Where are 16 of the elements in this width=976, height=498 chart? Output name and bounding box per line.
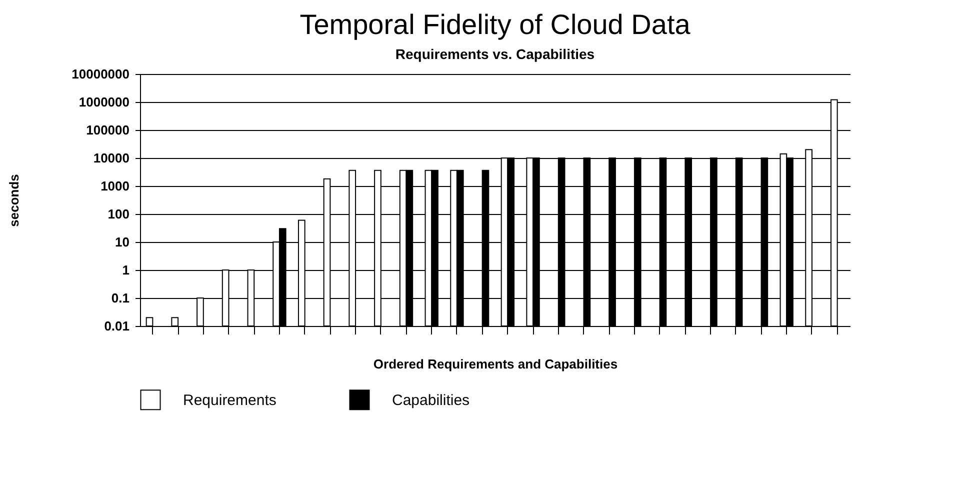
y-tick-label: 10000 bbox=[93, 150, 130, 166]
x-axis-title: Ordered Requirements and Capabilities bbox=[373, 356, 618, 372]
y-tick-label: 1 bbox=[122, 262, 130, 278]
legend-label: Capabilities bbox=[392, 392, 470, 409]
y-tick-label: 10000000 bbox=[72, 66, 130, 82]
y-tick-label: 0.01 bbox=[104, 318, 130, 334]
y-tick-label: 10 bbox=[115, 234, 130, 250]
chart-title: Temporal Fidelity of Cloud Data bbox=[300, 9, 691, 40]
legend-label: Requirements bbox=[183, 392, 276, 409]
y-tick-label: 100 bbox=[108, 206, 130, 222]
y-tick-label: 100000 bbox=[86, 122, 130, 138]
y-tick-label: 1000 bbox=[100, 178, 130, 194]
y-axis-title: seconds bbox=[6, 174, 22, 227]
chart-subtitle: Requirements vs. Capabilities bbox=[395, 46, 595, 62]
y-tick-label: 0.1 bbox=[111, 290, 130, 306]
y-tick-label: 1000000 bbox=[78, 94, 130, 110]
